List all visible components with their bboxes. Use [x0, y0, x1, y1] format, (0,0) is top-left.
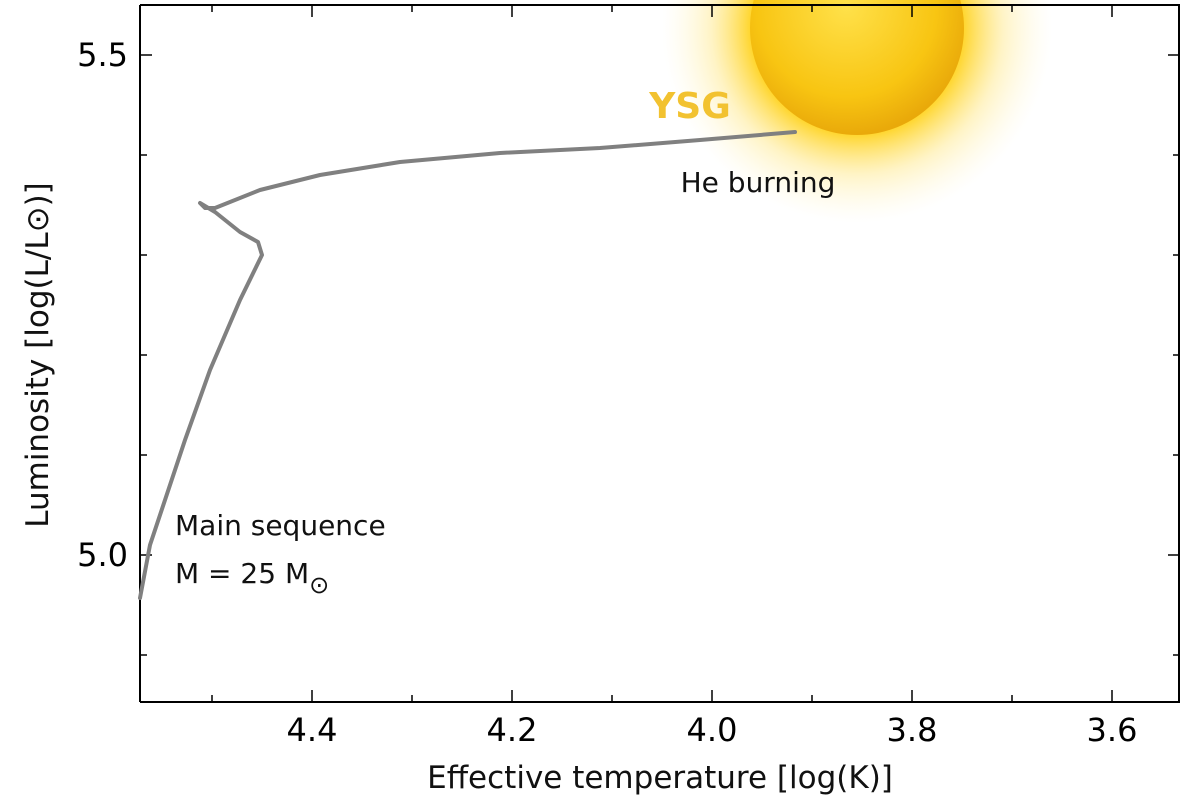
x-tick-label: 3.6: [1087, 711, 1138, 749]
axes: 4.4 4.2 4.0 3.8 3.6 5.0 5.5: [77, 4, 1180, 749]
sun: [750, 0, 964, 135]
x-tick-label: 3.8: [887, 711, 938, 749]
x-axis-label: Effective temperature [log(K)]: [427, 760, 893, 796]
mass-subscript: ⊙: [309, 571, 329, 599]
x-tick-label: 4.0: [687, 711, 738, 749]
mass-label: M = 25 M⊙: [175, 557, 329, 599]
track-line: [138, 130, 797, 600]
y-tick-label: 5.0: [77, 536, 128, 574]
he-burning-label: He burning: [681, 166, 836, 199]
x-tick-label: 4.4: [287, 711, 338, 749]
y-axis-label: Luminosity [log(L/L⊙)]: [20, 182, 56, 528]
x-tick-label: 4.2: [487, 711, 538, 749]
ysg-label: YSG: [648, 86, 731, 127]
y-tick-label: 5.5: [77, 36, 128, 74]
mass-text: M = 25 M: [175, 557, 309, 590]
main-sequence-label: Main sequence: [175, 509, 386, 542]
